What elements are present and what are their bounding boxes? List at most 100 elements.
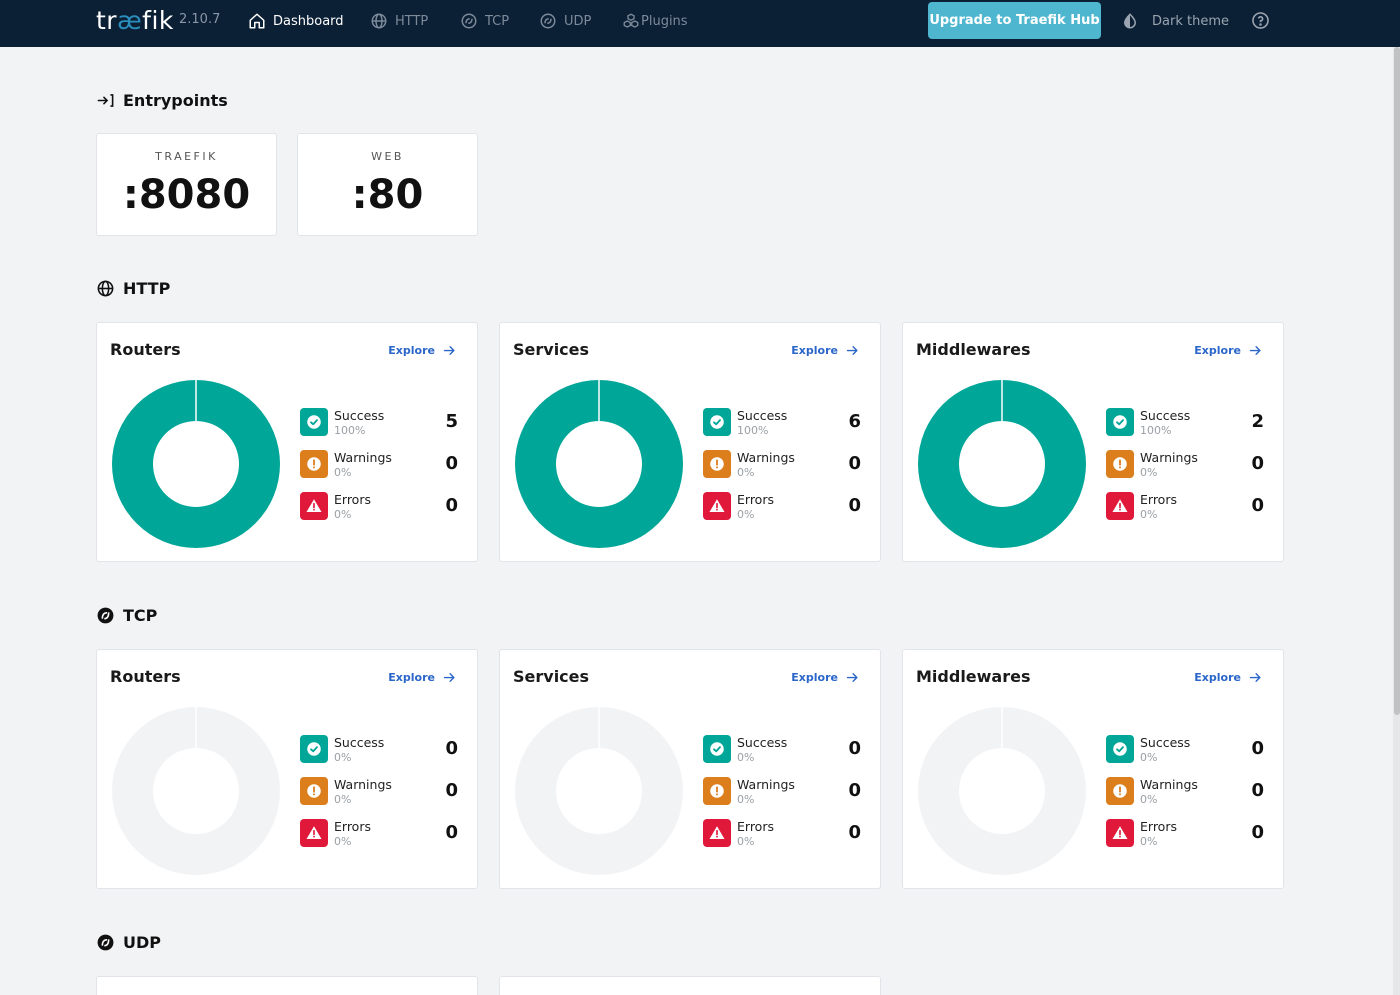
upgrade-hub-button[interactable]: Upgrade to Traefik Hub [928, 2, 1101, 39]
stat-count: 0 [445, 453, 458, 474]
version-label: 2.10.7 [179, 12, 221, 27]
explore-link[interactable]: Explore [791, 670, 860, 685]
donut-empty-ring [918, 707, 1086, 875]
stat-percent: 0% [334, 466, 352, 479]
stat-badge-success [703, 408, 731, 436]
error-triangle-icon [1112, 826, 1128, 839]
tcp-icon [461, 13, 477, 29]
stat-badge-success [300, 735, 328, 763]
warning-icon [710, 457, 724, 471]
tcp-icon [97, 607, 114, 623]
stat-row-success: Success 0% 0 [1106, 735, 1266, 767]
donut-empty-ring [112, 707, 280, 875]
warning-icon [307, 784, 321, 798]
check-icon [1113, 415, 1127, 429]
stat-percent: 0% [1140, 508, 1158, 521]
stat-label: Success [1140, 735, 1191, 750]
explore-link[interactable]: Explore [791, 343, 860, 358]
entrypoint-name: TRAEFIK [155, 150, 218, 163]
check-icon [1113, 742, 1127, 756]
card-title: Routers [110, 340, 181, 359]
stat-count: 0 [1251, 822, 1264, 843]
stat-row-errors: Errors 0% 0 [300, 492, 460, 524]
contrast-icon [1123, 13, 1137, 29]
stat-label: Success [334, 735, 385, 750]
stat-percent: 0% [334, 793, 352, 806]
stat-row-warnings: Warnings 0% 0 [300, 450, 460, 482]
explore-link[interactable]: Explore [388, 670, 457, 685]
check-icon [710, 742, 724, 756]
traefik-logo[interactable]: træfik [96, 6, 174, 35]
stat-badge-warnings [703, 777, 731, 805]
check-icon [710, 415, 724, 429]
udp-icon [97, 934, 114, 950]
dark-theme-toggle[interactable]: Dark theme [1121, 11, 1229, 31]
error-triangle-icon [709, 499, 725, 512]
nav-dashboard[interactable]: Dashboard [248, 11, 344, 31]
donut-segment-success [112, 380, 280, 548]
stat-count: 0 [848, 495, 861, 516]
stat-row-warnings: Warnings 0% 0 [703, 450, 863, 482]
entrypoint-card-traefik: TRAEFIK :8080 [96, 133, 277, 236]
stat-label: Warnings [737, 777, 795, 792]
help-icon[interactable] [1251, 11, 1270, 30]
stat-count: 0 [848, 780, 861, 801]
status-donut-chart [515, 706, 683, 875]
nav-tcp[interactable]: TCP [460, 11, 509, 31]
http-card-middlewares: Middlewares Explore Success 100% 2 Warnings 0%… [902, 322, 1284, 562]
stat-percent: 0% [334, 508, 352, 521]
entrypoint-port: :80 [351, 172, 424, 218]
stat-label: Errors [1140, 819, 1177, 834]
home-icon [249, 13, 265, 29]
nav-http[interactable]: HTTP [370, 11, 428, 31]
stat-badge-errors [703, 492, 731, 520]
card-title: Middlewares [916, 340, 1031, 359]
stat-count: 0 [445, 738, 458, 759]
top-navbar: træfik 2.10.7 Dashboard HTTP TCP UDP Plu… [0, 0, 1400, 47]
stat-row-errors: Errors 0% 0 [703, 819, 863, 851]
udp-icon [540, 13, 556, 29]
stat-label: Warnings [737, 450, 795, 465]
stat-percent: 0% [1140, 835, 1158, 848]
arrow-right-icon [1249, 673, 1261, 682]
scrollbar-thumb[interactable] [1394, 47, 1400, 715]
http-card-services: Services Explore Success 100% 6 Warnings 0% 0 Er… [499, 322, 881, 562]
udp-card-routers [96, 976, 478, 995]
stat-percent: 0% [737, 835, 755, 848]
nav-udp[interactable]: UDP [539, 11, 591, 31]
stat-row-success: Success 100% 5 [300, 408, 460, 440]
stat-percent: 0% [737, 751, 755, 764]
stat-row-errors: Errors 0% 0 [1106, 492, 1266, 524]
stat-label: Warnings [334, 450, 392, 465]
explore-link[interactable]: Explore [1194, 670, 1263, 685]
warning-icon [307, 457, 321, 471]
stat-label: Errors [737, 819, 774, 834]
stat-badge-errors [703, 819, 731, 847]
tcp-card-services: Services Explore Success 0% 0 Warnings 0% 0 Erro… [499, 649, 881, 889]
donut-segment-success [918, 380, 1086, 548]
error-triangle-icon [306, 499, 322, 512]
status-donut-chart [918, 706, 1086, 875]
check-icon [307, 415, 321, 429]
stat-badge-success [1106, 735, 1134, 763]
stat-label: Success [737, 735, 788, 750]
stat-badge-success [1106, 408, 1134, 436]
explore-link[interactable]: Explore [1194, 343, 1263, 358]
entrypoint-arrow-icon [97, 93, 114, 107]
stat-row-warnings: Warnings 0% 0 [1106, 450, 1266, 482]
stat-count: 0 [848, 822, 861, 843]
nav-plugins[interactable]: Plugins [622, 11, 688, 31]
donut-empty-ring [515, 707, 683, 875]
arrow-right-icon [443, 346, 455, 355]
stat-badge-success [703, 735, 731, 763]
stat-count: 0 [1251, 738, 1264, 759]
stat-badge-warnings [300, 450, 328, 478]
warning-icon [710, 784, 724, 798]
error-triangle-icon [306, 826, 322, 839]
stat-count: 0 [848, 453, 861, 474]
stat-count: 0 [1251, 453, 1264, 474]
stat-percent: 0% [334, 751, 352, 764]
warning-icon [1113, 784, 1127, 798]
explore-link[interactable]: Explore [388, 343, 457, 358]
card-title: Middlewares [916, 667, 1031, 686]
